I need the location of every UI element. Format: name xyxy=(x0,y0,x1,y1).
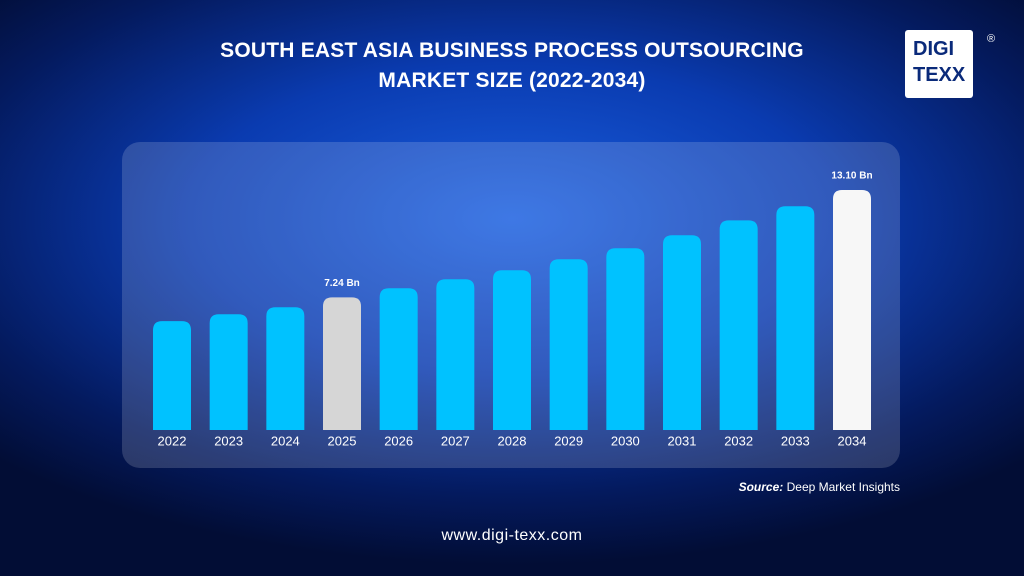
x-tick-label: 2029 xyxy=(554,433,583,448)
x-tick-label: 2034 xyxy=(838,433,867,448)
x-tick-label: 2032 xyxy=(724,433,753,448)
bar xyxy=(153,321,191,430)
chart-title: SOUTH EAST ASIA BUSINESS PROCESS OUTSOUR… xyxy=(220,39,804,92)
x-tick-label: 2025 xyxy=(328,433,357,448)
bar xyxy=(776,206,815,430)
bar xyxy=(606,248,645,430)
bar xyxy=(323,297,361,430)
x-tick-label: 2023 xyxy=(214,433,243,448)
bar xyxy=(266,307,305,430)
source: Source: Deep Market Insights xyxy=(739,480,900,494)
x-tick-label: 2033 xyxy=(781,433,810,448)
data-label: 7.24 Bn xyxy=(324,278,360,289)
bar xyxy=(436,279,475,430)
logo-line: DIGI xyxy=(913,38,955,60)
bar xyxy=(833,190,871,430)
x-tick-label: 2031 xyxy=(668,433,697,448)
bar xyxy=(379,288,418,430)
bar xyxy=(209,314,248,430)
logo: DIGI TEXX ® xyxy=(905,30,995,98)
x-tick-label: 2028 xyxy=(498,433,527,448)
x-tick-label: 2022 xyxy=(158,433,187,448)
x-tick-label: 2024 xyxy=(271,433,300,448)
x-tick-label: 2027 xyxy=(441,433,470,448)
source-label: Source: xyxy=(738,480,784,494)
bar xyxy=(663,235,701,430)
bar xyxy=(493,270,531,430)
logo-line: TEXX xyxy=(913,64,966,86)
bar xyxy=(549,259,588,430)
data-label: 13.10 Bn xyxy=(831,171,872,182)
footer-url: www.digi-texx.com xyxy=(441,527,583,544)
logo-mark: ® xyxy=(987,33,996,45)
x-tick-label: 2026 xyxy=(384,433,413,448)
bar xyxy=(719,220,758,430)
x-tick-label: 2030 xyxy=(611,433,640,448)
source-text: Deep Market Insights xyxy=(786,480,900,494)
